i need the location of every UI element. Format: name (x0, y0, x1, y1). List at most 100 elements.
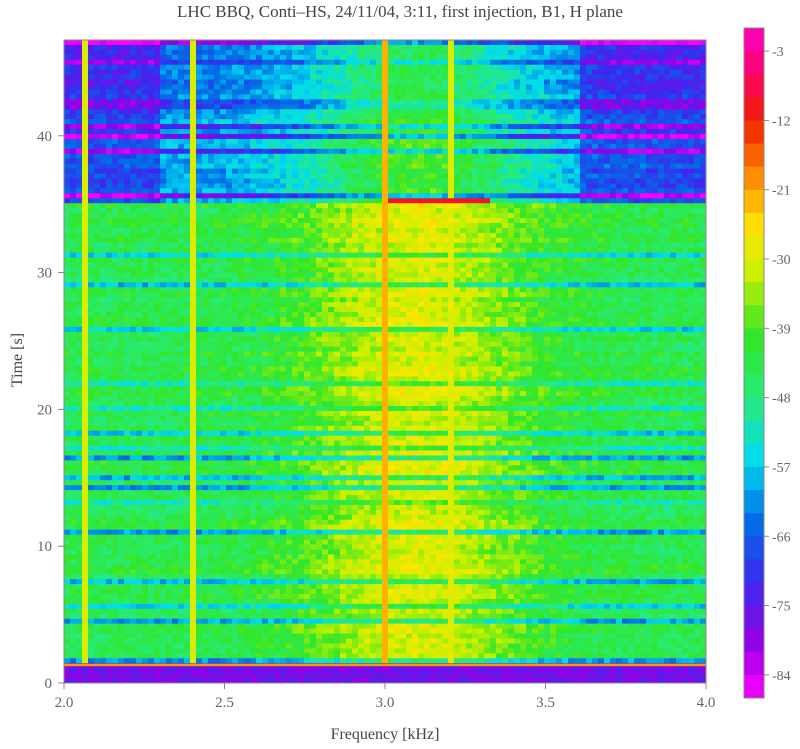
heatmap-cell (622, 218, 629, 224)
heatmap-cell (172, 84, 179, 91)
heatmap-cell (328, 64, 335, 71)
heatmap-cell (166, 129, 173, 135)
heatmap-cell (400, 203, 407, 209)
heatmap-cell (136, 94, 143, 100)
heatmap-cell (256, 218, 263, 224)
heatmap-cell (430, 158, 437, 165)
heatmap-cell (412, 79, 419, 86)
heatmap-cell (652, 247, 659, 254)
heatmap-cell (550, 208, 557, 214)
heatmap-cell (298, 99, 305, 105)
heatmap-cell (322, 129, 329, 135)
heatmap-cell (406, 153, 413, 160)
heatmap-cell (550, 223, 557, 229)
heatmap-cell (448, 158, 455, 165)
heatmap-cell (238, 44, 245, 51)
heatmap-cell (76, 267, 83, 274)
heatmap-cell (418, 198, 425, 204)
heatmap-cell (610, 69, 617, 76)
heatmap-cell (298, 163, 305, 170)
heatmap-cell (190, 227, 197, 234)
heatmap-cell (166, 138, 173, 145)
heatmap-cell (580, 163, 587, 170)
heatmap-cell (436, 129, 443, 135)
heatmap-cell (478, 178, 485, 185)
heatmap-cell (190, 74, 197, 81)
heatmap-cell (658, 168, 665, 175)
heatmap-cell (262, 104, 269, 110)
heatmap-cell (520, 69, 527, 76)
heatmap-cell (412, 188, 419, 194)
heatmap-cell (346, 203, 353, 209)
heatmap-cell (502, 84, 509, 91)
heatmap-cell (286, 44, 293, 51)
heatmap-cell (574, 124, 581, 130)
heatmap-cell (238, 148, 245, 155)
heatmap-cell (622, 193, 629, 199)
heatmap-cell (412, 227, 419, 234)
heatmap-cell (646, 49, 653, 56)
heatmap-cell (160, 153, 167, 160)
heatmap-cell (226, 133, 233, 140)
heatmap-cell (580, 138, 587, 145)
heatmap-cell (418, 109, 425, 115)
heatmap-cell (166, 262, 173, 269)
heatmap-cell (538, 49, 545, 56)
heatmap-cell (574, 94, 581, 100)
heatmap-cell (250, 178, 257, 185)
heatmap-cell (166, 69, 173, 76)
heatmap-cell (334, 104, 341, 110)
heatmap-cell (100, 183, 107, 189)
heatmap-cell (586, 74, 593, 81)
heatmap-cell (88, 257, 95, 264)
heatmap-cell (340, 208, 347, 214)
heatmap-cell (430, 133, 437, 140)
heatmap-cell (346, 213, 353, 219)
heatmap-cell (370, 257, 377, 264)
heatmap-cell (406, 168, 413, 175)
heatmap-cell (646, 148, 653, 155)
heatmap-cell (640, 237, 647, 244)
heatmap-cell (436, 138, 443, 145)
heatmap-cell (166, 44, 173, 51)
heatmap-cell (622, 114, 629, 120)
heatmap-cell (232, 59, 239, 66)
heatmap-cell (532, 242, 539, 249)
heatmap-cell (484, 109, 491, 115)
heatmap-cell (526, 257, 533, 264)
heatmap-cell (328, 69, 335, 76)
heatmap-cell (286, 129, 293, 135)
heatmap-cell (430, 208, 437, 214)
heatmap-cell (382, 237, 389, 244)
heatmap-cell (574, 168, 581, 175)
heatmap-cell (304, 94, 311, 100)
heatmap-cell (442, 143, 449, 150)
heatmap-cell (508, 208, 515, 214)
heatmap-cell (640, 119, 647, 125)
heatmap-cell (418, 242, 425, 249)
heatmap-cell (142, 40, 149, 46)
heatmap-cell (568, 262, 575, 269)
heatmap-cell (358, 119, 365, 125)
heatmap-cell (388, 168, 395, 175)
heatmap-cell (508, 153, 515, 160)
heatmap-cell (670, 257, 677, 264)
heatmap-cell (424, 163, 431, 170)
heatmap-cell (700, 247, 706, 254)
heatmap-cell (244, 59, 251, 66)
heatmap-cell (448, 84, 455, 91)
heatmap-cell (436, 74, 443, 81)
heatmap-cell (412, 119, 419, 125)
heatmap-cell (556, 79, 563, 86)
heatmap-cell (700, 143, 706, 150)
heatmap-cell (304, 49, 311, 56)
heatmap-cell (640, 99, 647, 105)
heatmap-cell (106, 173, 113, 180)
heatmap-cell (154, 138, 161, 145)
heatmap-cell (622, 138, 629, 145)
heatmap-cell (178, 79, 185, 86)
heatmap-cell (388, 114, 395, 120)
heatmap-cell (406, 218, 413, 224)
heatmap-cell (346, 267, 353, 274)
heatmap-cell (280, 153, 287, 160)
